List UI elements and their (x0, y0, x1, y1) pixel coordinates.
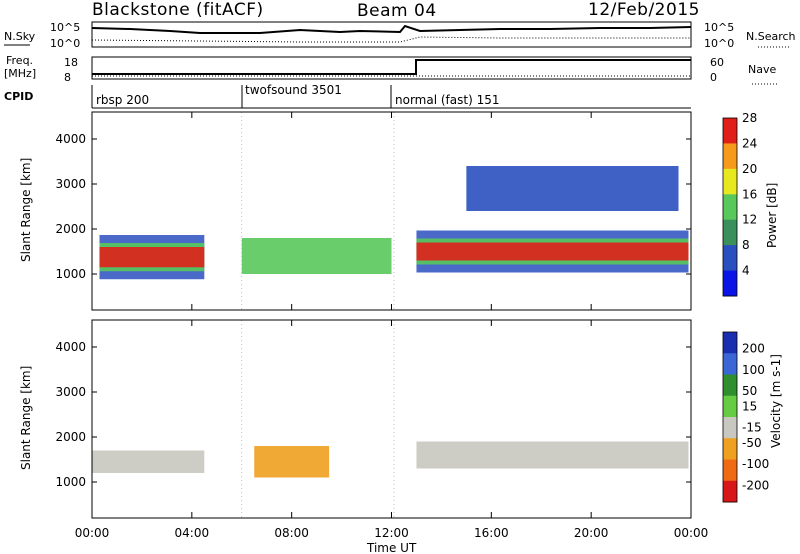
power-colorbar-segment (723, 245, 737, 272)
power-panel (99, 112, 689, 310)
velocity-colorbar-segment (723, 353, 737, 375)
power-feature (99, 247, 205, 268)
noise-left-tick-bottom: 10^0 (50, 37, 80, 50)
noise-right-label: N.Search (746, 30, 796, 43)
velocity-colorbar-tick: 15 (742, 399, 757, 413)
velocity-colorbar-segment (723, 417, 737, 439)
velocity-colorbar-segment (723, 480, 737, 503)
power-colorbar-segment (723, 219, 737, 246)
cpid-mode-1: rbsp 200 (96, 93, 149, 107)
velocity-colorbar-segment (723, 438, 737, 460)
date-title: 12/Feb/2015 (588, 0, 700, 20)
x-tick-label: 08:00 (274, 526, 309, 540)
x-tick-label: 04:00 (175, 526, 210, 540)
beam-title: Beam 04 (357, 1, 437, 21)
x-axis-ticks: 00:00 04:00 08:00 12:00 16:00 20:00 00:00 (75, 112, 709, 540)
noise-left-label: N.Sky (4, 30, 36, 43)
freq-line (92, 59, 691, 75)
power-feature (466, 166, 679, 211)
y-tick-label: 4000 (55, 340, 86, 354)
power-feature (241, 238, 392, 274)
power-colorbar-tick: 28 (742, 111, 757, 125)
power-colorbar-segment (723, 270, 737, 297)
power-colorbar-label: Power [dB] (765, 183, 779, 248)
freq-right-tick-bottom: 0 (710, 71, 717, 84)
velocity-colorbar-tick: -100 (742, 457, 769, 471)
freq-left-label-1: Freq. (6, 54, 33, 67)
noise-search-line (91, 36, 691, 43)
velocity-colorbar-segment (723, 332, 737, 354)
power-colorbar-tick: 20 (742, 162, 757, 176)
power-colorbar-segment (723, 118, 737, 144)
velocity-colorbar-segment (723, 395, 737, 418)
power-yticks: 1000 2000 3000 4000 (55, 132, 691, 281)
velocity-colorbar-tick: 100 (742, 363, 765, 377)
velocity-colorbar-tick: 50 (742, 384, 757, 398)
x-tick-label: 00:00 (674, 526, 709, 540)
power-colorbar: 4 8 12 16 20 24 28 (722, 111, 757, 297)
velocity-feature (92, 450, 205, 473)
power-colorbar-segment (723, 168, 737, 195)
y-tick-label: 3000 (55, 385, 86, 399)
velocity-colorbar-segment (723, 459, 737, 482)
noise-left-tick-top: 10^5 (50, 21, 80, 34)
y-tick-label: 1000 (55, 267, 86, 281)
power-ylabel: Slant Range [km] (19, 158, 33, 262)
y-tick-label: 2000 (55, 430, 86, 444)
x-tick-label: 00:00 (75, 526, 110, 540)
velocity-yticks: 1000 2000 3000 4000 (55, 340, 691, 489)
y-tick-label: 4000 (55, 132, 86, 146)
power-colorbar-tick: 12 (742, 213, 757, 227)
power-colorbar-tick: 4 (742, 264, 750, 278)
velocity-colorbar-frame (722, 331, 738, 503)
velocity-panel-frame (91, 319, 692, 519)
x-axis-label: Time UT (366, 541, 417, 554)
velocity-feature (254, 446, 330, 478)
y-tick-label: 1000 (55, 475, 86, 489)
cpid-mode-3: normal (fast) 151 (395, 93, 499, 107)
velocity-colorbar-label: Velocity [m s-1] (769, 354, 783, 448)
velocity-ylabel: Slant Range [km] (19, 366, 33, 470)
y-tick-label: 3000 (55, 177, 86, 191)
velocity-colorbar-tick: 200 (742, 342, 765, 356)
noise-right-tick-top: 10^5 (704, 21, 734, 34)
power-feature (416, 242, 689, 261)
velocity-colorbar-tick: -50 (742, 436, 762, 450)
noise-right-tick-bottom: 10^0 (704, 37, 734, 50)
cpid-mode-2: twofsound 3501 (245, 83, 342, 97)
power-colorbar-segment (723, 194, 737, 221)
power-colorbar-tick: 16 (742, 187, 757, 201)
velocity-panel (92, 320, 689, 518)
x-tick-label: 12:00 (374, 526, 409, 540)
power-colorbar-segment (723, 143, 737, 170)
freq-right-tick-top: 60 (710, 56, 724, 69)
noise-panel-frame (91, 21, 692, 48)
freq-left-tick-top: 18 (64, 56, 78, 69)
noise-sky-line (91, 24, 692, 34)
velocity-colorbar-tick: -200 (742, 478, 769, 492)
x-tick-label: 20:00 (574, 526, 609, 540)
power-colorbar-frame (722, 117, 738, 297)
velocity-feature (416, 441, 689, 469)
y-tick-label: 2000 (55, 222, 86, 236)
freq-left-tick-bottom: 8 (64, 71, 71, 84)
power-colorbar-tick: 24 (742, 136, 757, 150)
nave-right-label: Nave (748, 63, 776, 76)
power-colorbar-tick: 8 (742, 238, 750, 252)
x-tick-label: 16:00 (474, 526, 509, 540)
station-title: Blackstone (fitACF) (92, 0, 264, 20)
velocity-colorbar-segment (723, 374, 737, 397)
cpid-label: CPID (4, 90, 33, 103)
freq-panel-frame (91, 56, 692, 80)
velocity-colorbar-tick: -15 (742, 421, 762, 435)
freq-left-label-2: [MHz] (4, 67, 36, 80)
